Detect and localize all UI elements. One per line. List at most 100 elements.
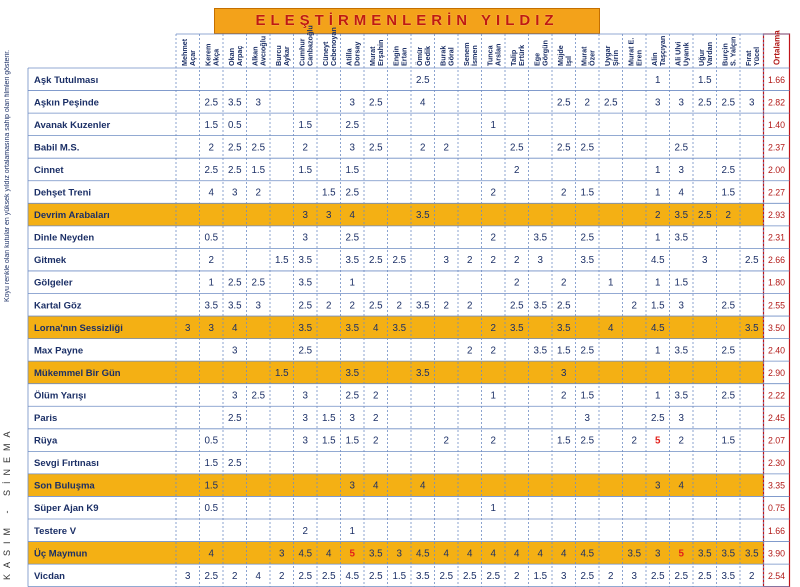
critic-name-header: TuncaArslan (485, 44, 502, 66)
score-cell: 3.5 (745, 548, 759, 559)
score-cell: 2.5 (674, 571, 688, 582)
critic-first-name: Atilla (344, 47, 353, 66)
critic-first-name: Ali Ulvi (673, 42, 682, 66)
score-cell: 1.5 (275, 368, 289, 379)
score-cell: 3 (561, 571, 567, 582)
score-cell: 1.5 (557, 436, 571, 447)
critic-last-name: Ertürk (517, 45, 526, 66)
score-cell: 4 (209, 548, 215, 559)
score-cell: 4 (608, 323, 614, 334)
score-cell: 1.5 (251, 165, 265, 176)
critic-last-name: Özer (587, 50, 596, 66)
average-value: 1.66 (768, 75, 785, 85)
critic-first-name: Cüneyt (321, 41, 330, 66)
score-cell: 3.5 (416, 300, 430, 311)
score-cell: 3 (397, 548, 403, 559)
critic-name-header: CüneytCebenoyan (321, 27, 338, 66)
average-value: 2.30 (768, 458, 785, 468)
critic-first-name: Fırat (744, 50, 753, 66)
score-cell: 2.5 (580, 233, 594, 244)
score-cell: 1.5 (721, 188, 735, 199)
average-value: 1.40 (768, 120, 785, 130)
score-cell: 3.5 (345, 255, 359, 266)
score-cell: 4.5 (580, 548, 594, 559)
movie-title: Mükemmel Bir Gün (34, 368, 121, 379)
score-cell: 3 (232, 390, 238, 401)
score-cell: 2.5 (604, 97, 618, 108)
score-cell: 5 (655, 436, 661, 447)
score-cell: 3 (679, 97, 685, 108)
critic-name-header: EgeGörgün (532, 40, 549, 66)
critic-first-name: Alkan (250, 46, 259, 66)
critic-name-header: CumhurCanbazoğlu (297, 25, 314, 66)
score-cell: 3 (303, 233, 309, 244)
score-cell: 4 (679, 188, 685, 199)
score-cell: 2 (726, 210, 731, 221)
average-value: 2.54 (768, 571, 785, 581)
score-cell: 4.5 (651, 323, 665, 334)
critic-first-name: Uygar (603, 45, 612, 66)
score-cell: 3.5 (510, 323, 524, 334)
score-cell: 1.5 (580, 188, 594, 199)
score-cell: 2.5 (392, 255, 406, 266)
score-cell: 1.5 (204, 458, 218, 469)
score-cell: 2 (608, 571, 613, 582)
critic-last-name: Aykar (282, 46, 291, 66)
score-cell: 3 (185, 571, 191, 582)
movie-title: Cinnet (34, 165, 64, 176)
movie-title: Max Payne (34, 345, 83, 356)
score-cell: 2.5 (510, 300, 524, 311)
score-cell: 2 (420, 142, 425, 153)
critic-first-name: Burak (438, 46, 447, 66)
score-cell: 2.5 (721, 97, 735, 108)
critic-first-name: Uğur (697, 49, 706, 66)
score-cell: 2.5 (228, 278, 242, 289)
critic-name-header: BurcuAykar (274, 45, 291, 66)
score-cell: 4 (373, 481, 379, 492)
score-cell: 3.5 (698, 548, 712, 559)
average-value: 1.80 (768, 278, 785, 288)
score-cell: 2 (679, 436, 684, 447)
score-cell: 0.5 (228, 120, 242, 131)
score-cell: 2 (350, 300, 355, 311)
score-cell: 2.5 (228, 142, 242, 153)
average-value: 2.22 (768, 390, 785, 400)
score-cell: 1.5 (322, 436, 336, 447)
score-cell: 1.5 (392, 571, 406, 582)
score-cell: 1.5 (674, 278, 688, 289)
critic-last-name: Vardan (705, 42, 714, 66)
score-cell: 3.5 (721, 548, 735, 559)
score-cell: 2.5 (580, 436, 594, 447)
critic-first-name: Burçin (720, 43, 729, 66)
score-cell: 3 (209, 323, 215, 334)
score-cell: 3 (655, 481, 661, 492)
score-cell: 2.5 (698, 571, 712, 582)
score-cell: 2.5 (345, 390, 359, 401)
score-cell: 3 (585, 413, 591, 424)
score-cell: 2 (514, 255, 519, 266)
average-value: 3.90 (768, 548, 785, 558)
score-cell: 3.5 (345, 323, 359, 334)
score-cell: 1 (491, 390, 496, 401)
score-cell: 2.5 (251, 278, 265, 289)
score-cell: 2.5 (557, 142, 571, 153)
score-cell: 2.5 (369, 300, 383, 311)
score-cell: 1.5 (298, 165, 312, 176)
score-cell: 2.5 (580, 345, 594, 356)
critic-name-header: AlkanAvcıoğlu (250, 36, 267, 66)
score-cell: 2 (467, 345, 472, 356)
score-cell: 2.5 (298, 300, 312, 311)
score-cell: 2.5 (557, 97, 571, 108)
score-cell: 2.5 (322, 571, 336, 582)
score-cell: 2 (326, 300, 331, 311)
critic-first-name: Mehmet (180, 38, 189, 66)
movie-title: Dehşet Treni (34, 188, 91, 199)
score-cell: 2 (514, 571, 519, 582)
score-cell: 2.5 (345, 188, 359, 199)
critic-first-name: Engin (391, 46, 400, 66)
score-cell: 2.5 (298, 571, 312, 582)
critic-first-name: Cumhur (297, 38, 306, 66)
average-value: 2.90 (768, 368, 785, 378)
score-cell: 3 (303, 390, 309, 401)
